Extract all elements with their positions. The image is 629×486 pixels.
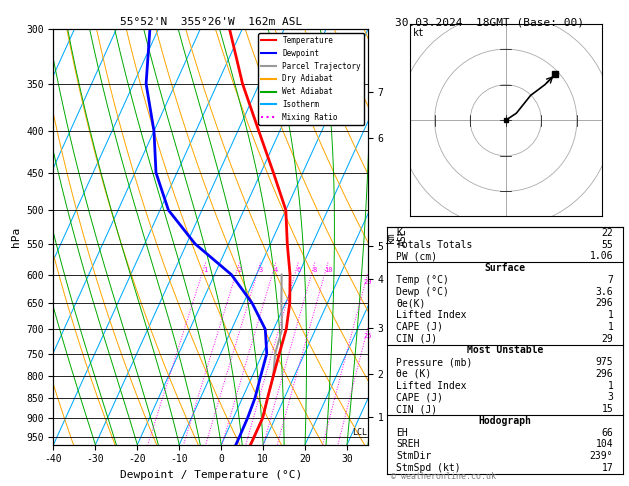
Text: 3: 3 — [259, 267, 262, 273]
Text: 1: 1 — [608, 322, 613, 332]
Text: 975: 975 — [596, 357, 613, 367]
Text: EH: EH — [396, 428, 408, 438]
Text: 17: 17 — [601, 463, 613, 473]
Text: 6: 6 — [296, 267, 301, 273]
Text: 1.06: 1.06 — [590, 251, 613, 261]
Text: © weatheronline.co.uk: © weatheronline.co.uk — [391, 472, 496, 481]
Text: 104: 104 — [596, 439, 613, 450]
Text: StmDir: StmDir — [396, 451, 431, 461]
Text: 239°: 239° — [590, 451, 613, 461]
Text: CIN (J): CIN (J) — [396, 334, 437, 344]
Text: 30.03.2024  18GMT (Base: 00): 30.03.2024 18GMT (Base: 00) — [395, 18, 584, 28]
Text: θe (K): θe (K) — [396, 369, 431, 379]
Text: CAPE (J): CAPE (J) — [396, 322, 443, 332]
Text: 2: 2 — [237, 267, 242, 273]
Text: 8: 8 — [313, 267, 317, 273]
Text: 25: 25 — [364, 332, 372, 339]
Text: 4: 4 — [274, 267, 278, 273]
Text: kt: kt — [413, 28, 425, 38]
Text: Lifted Index: Lifted Index — [396, 310, 467, 320]
Text: 1: 1 — [204, 267, 208, 273]
Text: θe(K): θe(K) — [396, 298, 426, 309]
Text: 10: 10 — [324, 267, 332, 273]
Text: Temp (°C): Temp (°C) — [396, 275, 449, 285]
Text: Dewp (°C): Dewp (°C) — [396, 287, 449, 296]
Text: 3.6: 3.6 — [596, 287, 613, 296]
Text: 20: 20 — [363, 278, 372, 285]
Text: 296: 296 — [596, 298, 613, 309]
Text: CAPE (J): CAPE (J) — [396, 392, 443, 402]
Text: Lifted Index: Lifted Index — [396, 381, 467, 391]
Text: 29: 29 — [601, 334, 613, 344]
Text: 55: 55 — [601, 240, 613, 250]
Text: 15: 15 — [601, 404, 613, 414]
Text: 1: 1 — [608, 310, 613, 320]
Text: 66: 66 — [601, 428, 613, 438]
Text: StmSpd (kt): StmSpd (kt) — [396, 463, 461, 473]
Text: Totals Totals: Totals Totals — [396, 240, 472, 250]
Y-axis label: km
ASL: km ASL — [386, 228, 408, 246]
Text: 296: 296 — [596, 369, 613, 379]
Text: Hodograph: Hodograph — [478, 416, 532, 426]
Text: Surface: Surface — [484, 263, 525, 273]
Text: Pressure (mb): Pressure (mb) — [396, 357, 472, 367]
Text: 22: 22 — [601, 228, 613, 238]
Legend: Temperature, Dewpoint, Parcel Trajectory, Dry Adiabat, Wet Adiabat, Isotherm, Mi: Temperature, Dewpoint, Parcel Trajectory… — [258, 33, 364, 125]
Text: K: K — [396, 228, 402, 238]
Text: LCL: LCL — [352, 428, 367, 437]
Text: SREH: SREH — [396, 439, 420, 450]
Text: 3: 3 — [608, 392, 613, 402]
Text: 1: 1 — [608, 381, 613, 391]
Text: Most Unstable: Most Unstable — [467, 346, 543, 355]
Text: PW (cm): PW (cm) — [396, 251, 437, 261]
Title: 55°52'N  355°26'W  162m ASL: 55°52'N 355°26'W 162m ASL — [120, 17, 302, 27]
Text: 7: 7 — [608, 275, 613, 285]
X-axis label: Dewpoint / Temperature (°C): Dewpoint / Temperature (°C) — [120, 470, 302, 480]
Y-axis label: hPa: hPa — [11, 227, 21, 247]
Text: CIN (J): CIN (J) — [396, 404, 437, 414]
